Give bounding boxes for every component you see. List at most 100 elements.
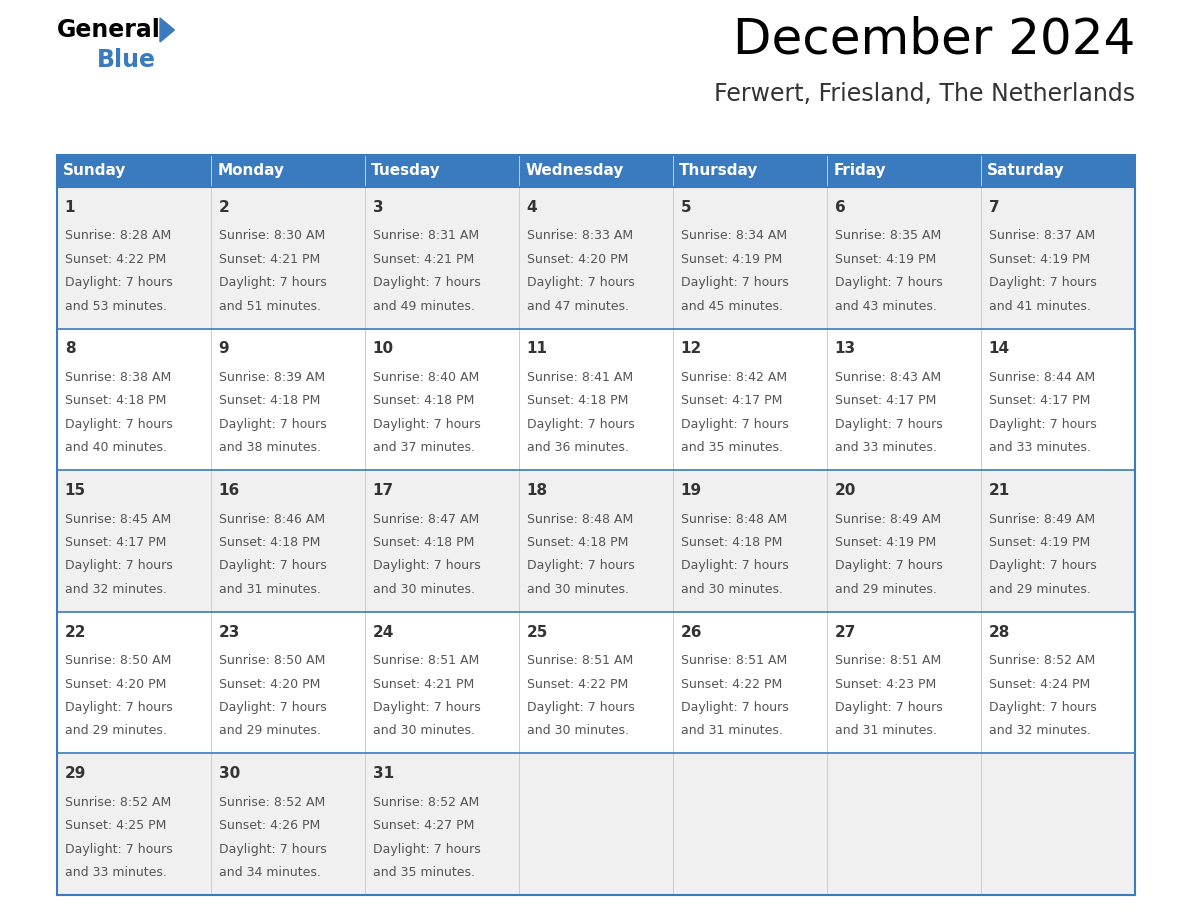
Text: Sunrise: 8:40 AM: Sunrise: 8:40 AM xyxy=(373,371,479,384)
Bar xyxy=(57,329,1135,470)
Text: Sunset: 4:20 PM: Sunset: 4:20 PM xyxy=(526,252,628,266)
Text: and 51 minutes.: and 51 minutes. xyxy=(219,299,321,312)
Text: 2: 2 xyxy=(219,200,229,215)
Text: Sunset: 4:18 PM: Sunset: 4:18 PM xyxy=(373,395,474,408)
Text: Sunrise: 8:51 AM: Sunrise: 8:51 AM xyxy=(373,655,479,667)
Bar xyxy=(57,187,1135,329)
Text: Sunset: 4:19 PM: Sunset: 4:19 PM xyxy=(835,536,936,549)
Text: Sunrise: 8:49 AM: Sunrise: 8:49 AM xyxy=(835,512,941,526)
Text: 28: 28 xyxy=(988,624,1010,640)
Text: 18: 18 xyxy=(526,483,548,498)
Text: Sunset: 4:18 PM: Sunset: 4:18 PM xyxy=(681,536,782,549)
Text: Daylight: 7 hours: Daylight: 7 hours xyxy=(988,418,1097,431)
Text: Daylight: 7 hours: Daylight: 7 hours xyxy=(373,276,480,289)
Text: Monday: Monday xyxy=(217,163,284,178)
Text: 31: 31 xyxy=(373,767,394,781)
Bar xyxy=(57,155,1135,187)
Text: and 29 minutes.: and 29 minutes. xyxy=(64,724,166,737)
Text: Sunset: 4:17 PM: Sunset: 4:17 PM xyxy=(988,395,1091,408)
Text: Daylight: 7 hours: Daylight: 7 hours xyxy=(64,843,172,856)
Text: Daylight: 7 hours: Daylight: 7 hours xyxy=(526,559,634,573)
Text: and 35 minutes.: and 35 minutes. xyxy=(373,866,475,879)
Text: 12: 12 xyxy=(681,341,702,356)
Text: 15: 15 xyxy=(64,483,86,498)
Text: Sunday: Sunday xyxy=(63,163,127,178)
Text: Sunset: 4:18 PM: Sunset: 4:18 PM xyxy=(526,536,628,549)
Text: Sunrise: 8:51 AM: Sunrise: 8:51 AM xyxy=(526,655,633,667)
Text: Daylight: 7 hours: Daylight: 7 hours xyxy=(681,418,789,431)
Text: 14: 14 xyxy=(988,341,1010,356)
Text: Daylight: 7 hours: Daylight: 7 hours xyxy=(219,843,327,856)
Text: and 31 minutes.: and 31 minutes. xyxy=(835,724,936,737)
Text: Daylight: 7 hours: Daylight: 7 hours xyxy=(988,701,1097,714)
Text: Sunset: 4:24 PM: Sunset: 4:24 PM xyxy=(988,677,1089,690)
Text: Daylight: 7 hours: Daylight: 7 hours xyxy=(219,418,327,431)
Text: and 36 minutes.: and 36 minutes. xyxy=(526,442,628,454)
Text: Daylight: 7 hours: Daylight: 7 hours xyxy=(988,276,1097,289)
Text: Sunset: 4:18 PM: Sunset: 4:18 PM xyxy=(219,395,320,408)
Text: Sunset: 4:18 PM: Sunset: 4:18 PM xyxy=(64,395,166,408)
Text: 30: 30 xyxy=(219,767,240,781)
Text: Sunset: 4:17 PM: Sunset: 4:17 PM xyxy=(681,395,782,408)
Text: and 29 minutes.: and 29 minutes. xyxy=(988,583,1091,596)
Bar xyxy=(57,754,1135,895)
Text: 20: 20 xyxy=(835,483,857,498)
Text: 19: 19 xyxy=(681,483,702,498)
Text: 11: 11 xyxy=(526,341,548,356)
Text: Sunrise: 8:42 AM: Sunrise: 8:42 AM xyxy=(681,371,786,384)
Text: 8: 8 xyxy=(64,341,75,356)
Text: Sunrise: 8:35 AM: Sunrise: 8:35 AM xyxy=(835,230,941,242)
Text: Sunset: 4:20 PM: Sunset: 4:20 PM xyxy=(64,677,166,690)
Text: 17: 17 xyxy=(373,483,394,498)
Text: Sunset: 4:19 PM: Sunset: 4:19 PM xyxy=(835,252,936,266)
Bar xyxy=(57,470,1135,611)
Text: 22: 22 xyxy=(64,624,87,640)
Text: Friday: Friday xyxy=(833,163,886,178)
Text: 4: 4 xyxy=(526,200,537,215)
Text: Sunrise: 8:45 AM: Sunrise: 8:45 AM xyxy=(64,512,171,526)
Text: Sunset: 4:27 PM: Sunset: 4:27 PM xyxy=(373,819,474,833)
Text: Daylight: 7 hours: Daylight: 7 hours xyxy=(835,559,942,573)
Text: Daylight: 7 hours: Daylight: 7 hours xyxy=(681,276,789,289)
Text: Daylight: 7 hours: Daylight: 7 hours xyxy=(219,701,327,714)
Text: Sunset: 4:23 PM: Sunset: 4:23 PM xyxy=(835,677,936,690)
Text: Sunset: 4:21 PM: Sunset: 4:21 PM xyxy=(373,677,474,690)
Text: Sunrise: 8:37 AM: Sunrise: 8:37 AM xyxy=(988,230,1095,242)
Text: Daylight: 7 hours: Daylight: 7 hours xyxy=(64,276,172,289)
Text: 6: 6 xyxy=(835,200,846,215)
Bar xyxy=(57,611,1135,754)
Text: Sunset: 4:19 PM: Sunset: 4:19 PM xyxy=(681,252,782,266)
Polygon shape xyxy=(160,18,175,42)
Text: Saturday: Saturday xyxy=(987,163,1064,178)
Text: Sunrise: 8:33 AM: Sunrise: 8:33 AM xyxy=(526,230,633,242)
Text: Sunset: 4:22 PM: Sunset: 4:22 PM xyxy=(526,677,628,690)
Text: Daylight: 7 hours: Daylight: 7 hours xyxy=(373,559,480,573)
Text: 9: 9 xyxy=(219,341,229,356)
Text: Sunrise: 8:49 AM: Sunrise: 8:49 AM xyxy=(988,512,1095,526)
Text: and 34 minutes.: and 34 minutes. xyxy=(219,866,321,879)
Text: Daylight: 7 hours: Daylight: 7 hours xyxy=(988,559,1097,573)
Text: Daylight: 7 hours: Daylight: 7 hours xyxy=(835,418,942,431)
Text: Sunrise: 8:50 AM: Sunrise: 8:50 AM xyxy=(64,655,171,667)
Text: and 32 minutes.: and 32 minutes. xyxy=(64,583,166,596)
Text: Daylight: 7 hours: Daylight: 7 hours xyxy=(219,276,327,289)
Text: Daylight: 7 hours: Daylight: 7 hours xyxy=(526,418,634,431)
Text: Sunrise: 8:47 AM: Sunrise: 8:47 AM xyxy=(373,512,479,526)
Text: Sunrise: 8:38 AM: Sunrise: 8:38 AM xyxy=(64,371,171,384)
Text: and 41 minutes.: and 41 minutes. xyxy=(988,299,1091,312)
Text: Daylight: 7 hours: Daylight: 7 hours xyxy=(373,843,480,856)
Text: Sunrise: 8:51 AM: Sunrise: 8:51 AM xyxy=(835,655,941,667)
Text: Sunrise: 8:52 AM: Sunrise: 8:52 AM xyxy=(219,796,326,809)
Text: Sunset: 4:19 PM: Sunset: 4:19 PM xyxy=(988,536,1089,549)
Text: 23: 23 xyxy=(219,624,240,640)
Text: and 49 minutes.: and 49 minutes. xyxy=(373,299,474,312)
Text: Sunrise: 8:52 AM: Sunrise: 8:52 AM xyxy=(373,796,479,809)
Text: Sunset: 4:18 PM: Sunset: 4:18 PM xyxy=(373,536,474,549)
Text: and 47 minutes.: and 47 minutes. xyxy=(526,299,628,312)
Text: General: General xyxy=(57,18,160,42)
Text: and 31 minutes.: and 31 minutes. xyxy=(681,724,783,737)
Text: Sunrise: 8:39 AM: Sunrise: 8:39 AM xyxy=(219,371,324,384)
Text: Sunset: 4:26 PM: Sunset: 4:26 PM xyxy=(219,819,320,833)
Text: Daylight: 7 hours: Daylight: 7 hours xyxy=(526,276,634,289)
Text: and 30 minutes.: and 30 minutes. xyxy=(526,583,628,596)
